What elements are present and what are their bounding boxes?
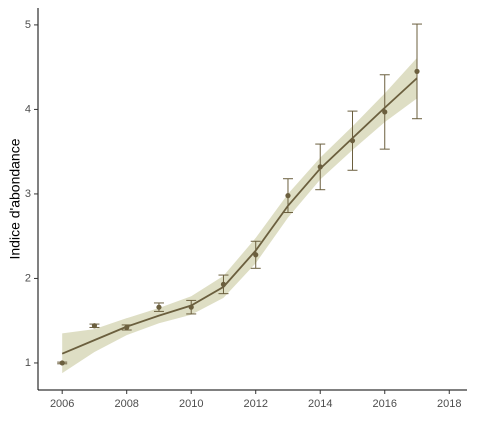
smooth-line xyxy=(61,77,418,355)
y-tick-label: 2 xyxy=(25,272,31,284)
point xyxy=(156,304,162,310)
y-tick-label: 1 xyxy=(25,357,31,369)
confidence-band xyxy=(62,57,418,374)
x-tick-label: 2014 xyxy=(308,398,332,410)
x-tick-label: 2016 xyxy=(373,398,397,410)
x-tick-label: 2018 xyxy=(437,398,461,410)
point xyxy=(349,138,356,144)
point xyxy=(124,324,130,331)
x-tick-label: 2008 xyxy=(114,398,138,410)
y-axis-label: Indice d'abondance xyxy=(7,138,23,259)
point xyxy=(382,109,388,115)
point xyxy=(91,323,98,329)
y-tick-label: 3 xyxy=(25,188,31,200)
y-tick-label: 4 xyxy=(25,103,31,115)
point xyxy=(414,68,420,74)
point xyxy=(253,252,259,258)
point xyxy=(188,304,194,310)
point xyxy=(59,360,65,366)
point xyxy=(317,164,323,170)
x-tick-label: 2006 xyxy=(50,398,74,410)
x-tick-label: 2010 xyxy=(179,398,203,410)
point xyxy=(285,193,291,199)
x-tick-label: 2012 xyxy=(243,398,267,410)
point xyxy=(220,281,227,287)
y-tick-label: 5 xyxy=(25,19,31,31)
